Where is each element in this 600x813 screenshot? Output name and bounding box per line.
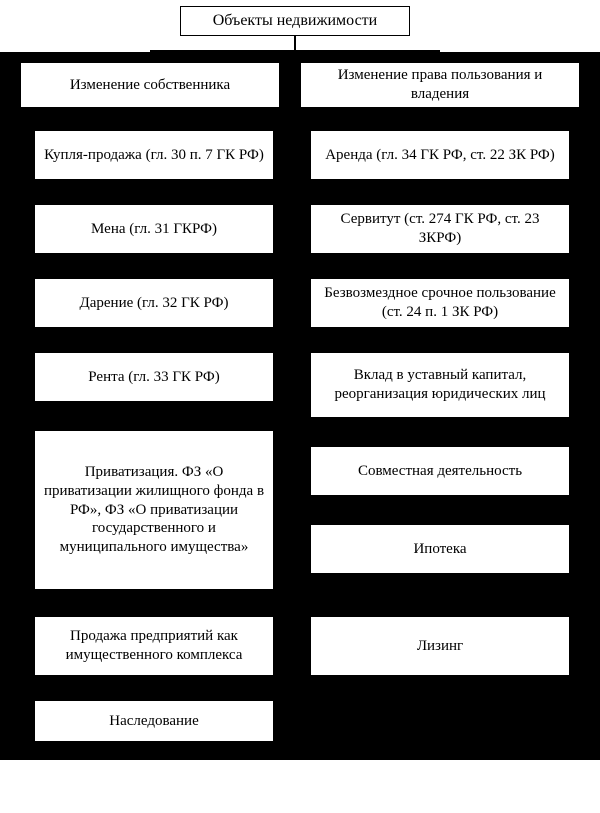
right-item-0-label: Аренда (гл. 34 ГК РФ, ст. 22 ЗК РФ) — [319, 146, 561, 165]
right-item-0: Аренда (гл. 34 ГК РФ, ст. 22 ЗК РФ) — [310, 130, 570, 180]
left-item-2-label: Дарение (гл. 32 ГК РФ) — [43, 294, 265, 313]
right-item-3-label: Вклад в уставный капитал, реорганизация … — [319, 366, 561, 404]
left-item-4-label: Приватизация. ФЗ «О приватизации жилищно… — [43, 463, 265, 557]
diagram-canvas: Объекты недвижимости Изменение собственн… — [0, 0, 600, 813]
right-item-1: Сервитут (ст. 274 ГК РФ, ст. 23 ЗКРФ) — [310, 204, 570, 254]
col-left-header-label: Изменение собственника — [29, 76, 271, 95]
left-item-1: Мена (гл. 31 ГКРФ) — [34, 204, 274, 254]
left-item-1-label: Мена (гл. 31 ГКРФ) — [43, 220, 265, 239]
left-item-5: Продажа предприятий как имущественного к… — [34, 616, 274, 676]
right-item-2-label: Безвозмездное срочное пользование (ст. 2… — [319, 284, 561, 322]
right-item-1-label: Сервитут (ст. 274 ГК РФ, ст. 23 ЗКРФ) — [319, 210, 561, 248]
right-item-6: Лизинг — [310, 616, 570, 676]
right-item-2: Безвозмездное срочное пользование (ст. 2… — [310, 278, 570, 328]
right-item-5: Ипотека — [310, 524, 570, 574]
col-left-header: Изменение собственника — [20, 62, 280, 108]
whiteband-bottom — [0, 760, 600, 813]
root-box: Объекты недвижимости — [180, 6, 410, 36]
right-item-4: Совместная деятельность — [310, 446, 570, 496]
connector-to-left-header — [150, 50, 152, 62]
left-item-3: Рента (гл. 33 ГК РФ) — [34, 352, 274, 402]
left-item-0-label: Купля-продажа (гл. 30 п. 7 ГК РФ) — [43, 146, 265, 165]
left-item-0: Купля-продажа (гл. 30 п. 7 ГК РФ) — [34, 130, 274, 180]
left-item-5-label: Продажа предприятий как имущественного к… — [43, 627, 265, 665]
right-item-4-label: Совместная деятельность — [319, 462, 561, 481]
left-item-6-label: Наследование — [43, 712, 265, 731]
left-item-6: Наследование — [34, 700, 274, 742]
connector-to-right-header — [438, 50, 440, 62]
connector-root-split — [150, 50, 440, 52]
col-right-header-label: Изменение права пользования и владения — [309, 66, 571, 104]
root-label: Объекты недвижимости — [189, 11, 401, 31]
left-item-4: Приватизация. ФЗ «О приватизации жилищно… — [34, 430, 274, 590]
right-item-3: Вклад в уставный капитал, реорганизация … — [310, 352, 570, 418]
right-item-5-label: Ипотека — [319, 540, 561, 559]
left-item-3-label: Рента (гл. 33 ГК РФ) — [43, 368, 265, 387]
col-right-header: Изменение права пользования и владения — [300, 62, 580, 108]
right-item-6-label: Лизинг — [319, 637, 561, 656]
left-item-2: Дарение (гл. 32 ГК РФ) — [34, 278, 274, 328]
